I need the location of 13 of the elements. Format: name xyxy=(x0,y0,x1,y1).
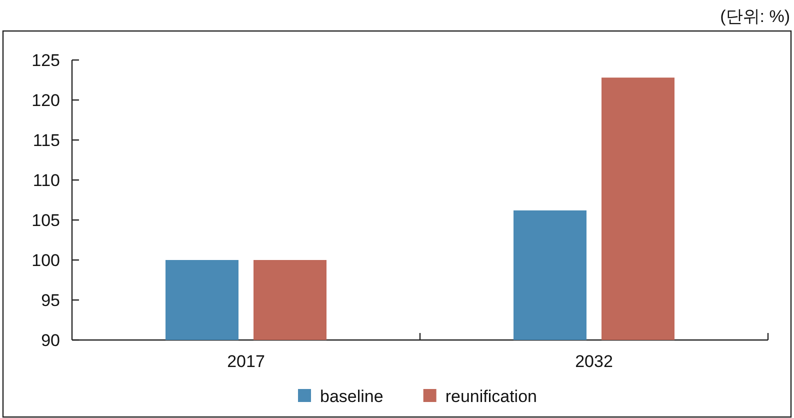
y-tick-label: 115 xyxy=(32,131,60,150)
legend-label: baseline xyxy=(320,387,384,406)
x-tick-label: 2032 xyxy=(575,352,613,371)
text: (단위: %) xyxy=(720,7,790,26)
y-tick-label: 125 xyxy=(32,51,60,70)
y-tick-label: 105 xyxy=(32,211,60,230)
y-tick-label: 120 xyxy=(32,91,60,110)
y-tick-label: 100 xyxy=(32,251,60,270)
y-tick-label: 95 xyxy=(41,291,60,310)
x-tick-label: 2017 xyxy=(227,352,265,371)
y-tick-label: 90 xyxy=(41,331,60,350)
y-tick-label: 110 xyxy=(32,171,60,190)
legend-label: reunification xyxy=(445,387,537,406)
